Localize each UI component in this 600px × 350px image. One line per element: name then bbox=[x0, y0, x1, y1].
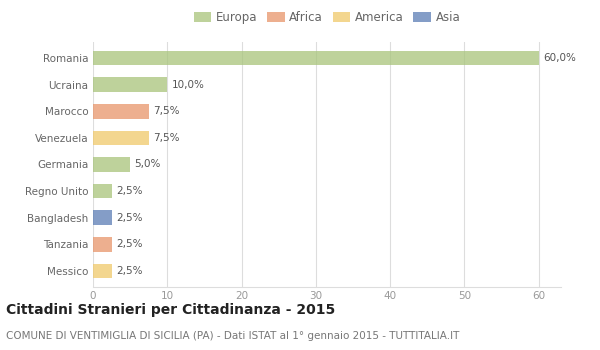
Bar bbox=[93, 264, 112, 278]
Text: 60,0%: 60,0% bbox=[543, 53, 576, 63]
Legend: Europa, Africa, America, Asia: Europa, Africa, America, Asia bbox=[190, 8, 464, 28]
Text: 7,5%: 7,5% bbox=[153, 106, 179, 116]
Text: 2,5%: 2,5% bbox=[116, 186, 143, 196]
Bar bbox=[93, 237, 112, 252]
Text: 10,0%: 10,0% bbox=[172, 79, 205, 90]
Bar bbox=[93, 157, 130, 172]
Text: 2,5%: 2,5% bbox=[116, 266, 143, 276]
Bar bbox=[93, 77, 167, 92]
Text: 2,5%: 2,5% bbox=[116, 239, 143, 250]
Bar bbox=[93, 210, 112, 225]
Text: Cittadini Stranieri per Cittadinanza - 2015: Cittadini Stranieri per Cittadinanza - 2… bbox=[6, 303, 335, 317]
Bar bbox=[93, 184, 112, 198]
Bar bbox=[93, 131, 149, 145]
Text: 7,5%: 7,5% bbox=[153, 133, 179, 143]
Bar bbox=[93, 104, 149, 119]
Text: 2,5%: 2,5% bbox=[116, 213, 143, 223]
Text: COMUNE DI VENTIMIGLIA DI SICILIA (PA) - Dati ISTAT al 1° gennaio 2015 - TUTTITAL: COMUNE DI VENTIMIGLIA DI SICILIA (PA) - … bbox=[6, 331, 460, 341]
Bar bbox=[93, 51, 539, 65]
Text: 5,0%: 5,0% bbox=[134, 160, 161, 169]
